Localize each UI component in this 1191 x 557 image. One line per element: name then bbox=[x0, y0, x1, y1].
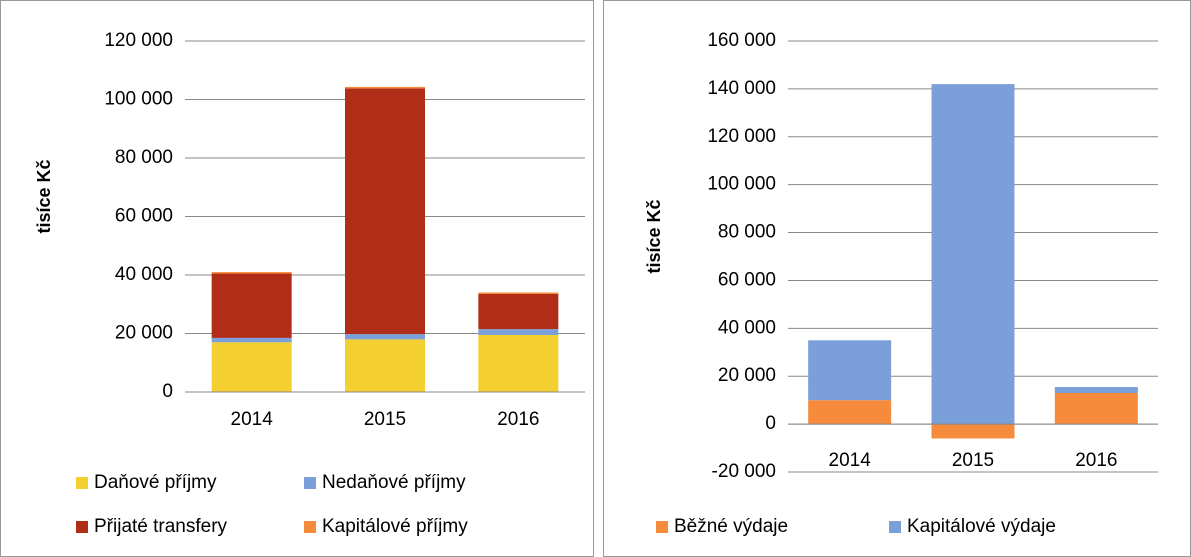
y-tick-label: 100 000 bbox=[707, 174, 776, 195]
bar-segment bbox=[478, 329, 559, 335]
x-tick-label: 2015 bbox=[952, 450, 994, 471]
bar-segment bbox=[345, 86, 425, 89]
bar-segment bbox=[478, 294, 559, 330]
bar-segment bbox=[345, 339, 425, 392]
legend-label: Kapitálové výdaje bbox=[907, 516, 1056, 537]
y-tick-label: 40 000 bbox=[115, 264, 173, 285]
y-tick-label: 60 000 bbox=[115, 206, 173, 227]
bar-segment bbox=[808, 400, 892, 425]
legend-swatch bbox=[304, 521, 316, 533]
bar-segment bbox=[931, 424, 1015, 439]
x-tick-label: 2014 bbox=[231, 409, 274, 430]
y-tick-label: 120 000 bbox=[707, 126, 776, 147]
y-tick-label: 20 000 bbox=[115, 323, 173, 344]
x-tick-label: 2016 bbox=[497, 409, 539, 430]
legend-swatch bbox=[304, 477, 316, 489]
y-tick-label: 140 000 bbox=[707, 78, 776, 99]
bar-segment bbox=[478, 334, 559, 392]
bar-segment bbox=[478, 292, 559, 295]
y-tick-label: 0 bbox=[162, 381, 173, 402]
y-tick-label: 0 bbox=[765, 413, 776, 434]
legend-label: Kapitálové příjmy bbox=[322, 516, 468, 537]
legend-label: Přijaté transfery bbox=[94, 516, 228, 537]
legend-swatch bbox=[76, 521, 88, 533]
y-tick-label: 80 000 bbox=[115, 147, 173, 168]
legend-label: Daňové příjmy bbox=[94, 472, 217, 493]
y-tick-label: 120 000 bbox=[104, 30, 173, 51]
legend-label: Nedaňové příjmy bbox=[322, 472, 466, 493]
bar-segment bbox=[211, 273, 292, 338]
bar-segment bbox=[345, 334, 425, 340]
bar-segment bbox=[211, 337, 292, 343]
bar-segment bbox=[345, 88, 425, 335]
y-tick-label: 20 000 bbox=[718, 365, 776, 386]
y-axis-label: tisíce Kč bbox=[34, 159, 54, 233]
x-tick-label: 2015 bbox=[364, 409, 406, 430]
y-tick-label: 100 000 bbox=[104, 89, 173, 110]
y-tick-label: 60 000 bbox=[718, 269, 776, 290]
y-axis-label: tisíce Kč bbox=[644, 199, 664, 273]
y-tick-label: 160 000 bbox=[707, 30, 776, 51]
y-tick-label: -20 000 bbox=[712, 461, 776, 482]
panel-left bbox=[0, 0, 594, 557]
legend-label: Běžné výdaje bbox=[674, 516, 788, 537]
y-tick-label: 40 000 bbox=[718, 317, 776, 338]
x-tick-label: 2014 bbox=[829, 450, 872, 471]
bar-segment bbox=[931, 84, 1015, 425]
bar-segment bbox=[808, 340, 892, 401]
bar-segment bbox=[1054, 386, 1138, 393]
y-tick-label: 80 000 bbox=[718, 222, 776, 243]
legend-swatch bbox=[889, 521, 901, 533]
bar-segment bbox=[211, 342, 292, 392]
bar-segment bbox=[1054, 392, 1138, 425]
bar-segment bbox=[211, 272, 292, 274]
legend-swatch bbox=[656, 521, 668, 533]
x-tick-label: 2016 bbox=[1075, 450, 1117, 471]
legend-swatch bbox=[76, 477, 88, 489]
panel-right bbox=[603, 0, 1191, 557]
